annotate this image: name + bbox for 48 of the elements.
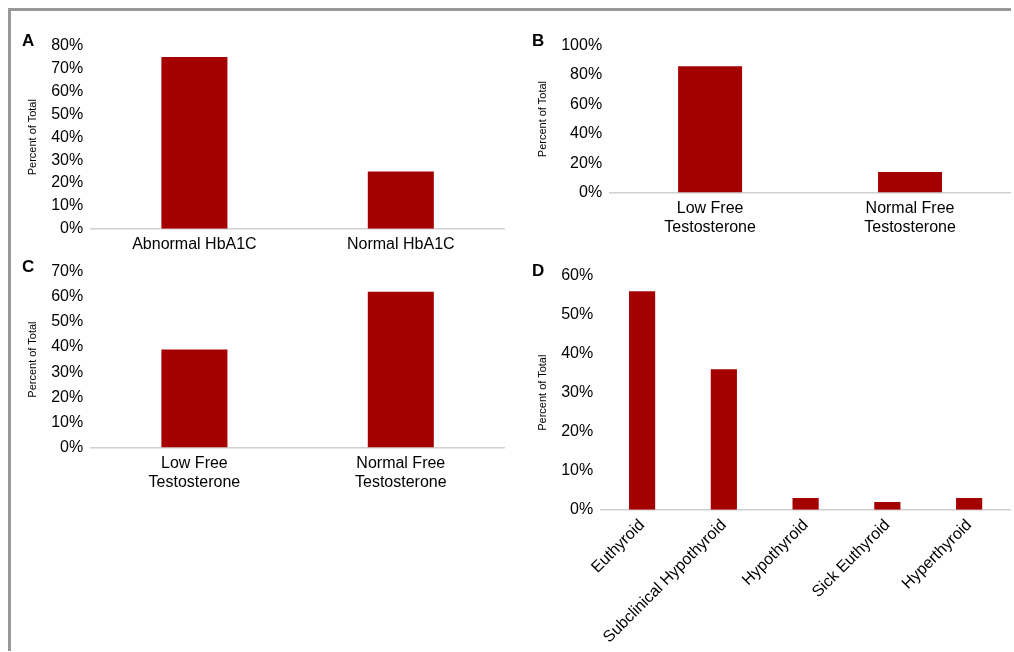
x-tick-label: Low Free Testosterone xyxy=(148,453,241,490)
y-tick-label: 30% xyxy=(561,383,594,401)
x-tick-label: Normal HbA1C xyxy=(347,234,455,252)
y-tick-label: 60% xyxy=(51,287,84,305)
chart-title: A xyxy=(22,31,35,51)
y-tick-label: 60% xyxy=(570,94,603,112)
x-tick-label: Normal Free Testosterone xyxy=(864,198,956,235)
y-axis-title: Percent of Total xyxy=(535,354,548,431)
y-tick-label: 0% xyxy=(570,500,594,518)
y-axis-title: Percent of Total xyxy=(25,321,38,398)
x-tick-label: Abnormal HbA1C xyxy=(132,234,257,252)
y-tick-label: 10% xyxy=(561,461,594,479)
y-tick-label: 50% xyxy=(51,104,84,122)
bar xyxy=(792,498,819,510)
chart-title: B xyxy=(532,31,545,51)
bar xyxy=(710,369,737,510)
bar xyxy=(629,291,656,510)
y-tick-label: 40% xyxy=(51,127,84,145)
y-tick-label: 40% xyxy=(570,124,603,142)
y-tick-label: 100% xyxy=(561,36,603,54)
chart-title: D xyxy=(532,261,545,281)
y-tick-label: 10% xyxy=(51,196,84,214)
y-tick-label: 80% xyxy=(51,36,84,54)
y-tick-label: 0% xyxy=(60,219,84,237)
y-tick-label: 80% xyxy=(570,65,603,83)
y-tick-label: 0% xyxy=(579,183,603,201)
y-tick-label: 20% xyxy=(51,173,84,191)
y-tick-label: 60% xyxy=(561,266,594,284)
y-tick-label: 50% xyxy=(51,312,84,330)
y-tick-label: 70% xyxy=(51,262,84,280)
y-axis-title: Percent of Total xyxy=(535,80,548,158)
y-tick-label: 50% xyxy=(561,305,594,323)
y-tick-label: 30% xyxy=(51,362,84,380)
y-tick-label: 20% xyxy=(51,387,84,405)
y-tick-label: 20% xyxy=(561,422,594,440)
y-axis-title: Percent of Total xyxy=(25,99,38,176)
y-tick-label: 10% xyxy=(51,412,84,430)
y-tick-label: 70% xyxy=(51,58,84,76)
y-tick-label: 40% xyxy=(561,344,594,362)
y-tick-label: 20% xyxy=(570,153,603,171)
y-tick-label: 40% xyxy=(51,337,84,355)
chart-title: C xyxy=(22,257,35,277)
bar xyxy=(956,498,983,510)
y-tick-label: 30% xyxy=(51,150,84,168)
y-tick-label: 0% xyxy=(60,438,84,456)
x-tick-label: Low Free Testosterone xyxy=(664,198,756,235)
y-tick-label: 60% xyxy=(51,81,84,99)
x-tick-label: Normal Free Testosterone xyxy=(355,453,447,490)
